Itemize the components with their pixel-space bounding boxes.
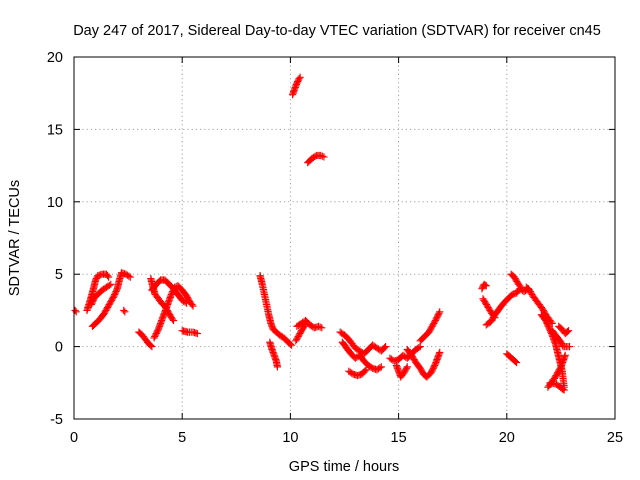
data-point: [300, 322, 309, 330]
data-point: [561, 351, 569, 359]
data-point: [565, 343, 574, 351]
data-point: [148, 343, 156, 351]
x-tick-label: 15: [391, 430, 407, 446]
data-point: [318, 324, 326, 332]
y-tick-label: 20: [47, 50, 63, 66]
data-point: [317, 151, 325, 160]
data-point: [107, 280, 115, 288]
data-point: [403, 363, 411, 371]
data-point: [105, 273, 113, 281]
data-point: [301, 321, 310, 329]
data-points: [71, 73, 574, 394]
data-point: [436, 308, 444, 316]
data-point: [71, 306, 79, 314]
data-point: [287, 341, 296, 349]
data-point: [511, 357, 520, 366]
data-point: [295, 75, 303, 83]
data-point: [482, 282, 490, 290]
data-point: [103, 272, 112, 280]
x-tick-label: 5: [178, 430, 186, 446]
data-point: [377, 363, 385, 371]
data-point: [125, 272, 133, 280]
data-point: [320, 153, 328, 161]
y-tick-labels: -5 0 5 10 15 20: [47, 50, 63, 428]
data-point: [564, 327, 573, 335]
y-tick-label: 5: [55, 267, 63, 283]
data-point: [512, 358, 521, 367]
data-point: [169, 316, 178, 325]
y-tick-label: 0: [55, 340, 63, 356]
data-point: [121, 308, 129, 316]
data-point: [296, 73, 304, 81]
data-point: [318, 152, 326, 160]
y-tick-label: -5: [50, 412, 63, 428]
grid-lines: [74, 57, 615, 419]
data-point: [193, 329, 201, 338]
data-point: [168, 315, 177, 323]
data-point: [435, 309, 443, 317]
axis-ticks: [73, 56, 616, 420]
data-point: [516, 282, 524, 290]
data-point: [382, 343, 390, 351]
x-tick-label: 25: [607, 430, 623, 446]
x-tick-label: 0: [70, 430, 78, 446]
data-point: [559, 385, 567, 393]
data-point: [120, 306, 128, 314]
data-point: [563, 328, 571, 336]
y-axis-label: SDTVAR / TECUs: [7, 180, 23, 296]
data-point: [181, 298, 189, 306]
y-tick-label: 10: [47, 195, 63, 211]
data-point: [415, 343, 423, 352]
plot-frame: [73, 56, 616, 420]
data-point: [362, 366, 370, 374]
data-point: [273, 363, 282, 371]
data-point: [402, 364, 411, 372]
data-point: [481, 281, 489, 289]
y-tick-label: 15: [47, 122, 63, 138]
x-tick-label: 10: [282, 430, 298, 446]
data-point: [376, 364, 384, 372]
data-point: [436, 348, 444, 356]
x-tick-label: 20: [499, 430, 515, 446]
data-point: [560, 386, 568, 394]
data-point: [316, 323, 324, 331]
x-tick-labels: 0 5 10 15 20 25: [70, 430, 623, 446]
data-point: [361, 367, 369, 375]
data-point: [188, 301, 196, 309]
data-point: [105, 281, 113, 289]
data-point: [182, 299, 191, 307]
chart-title: Day 247 of 2017, Sidereal Day-to-day VTE…: [73, 23, 601, 39]
data-point: [147, 342, 155, 350]
data-point: [286, 340, 294, 348]
x-axis-label: GPS time / hours: [289, 459, 399, 475]
data-point: [314, 322, 323, 330]
data-point: [126, 273, 134, 281]
data-point: [189, 302, 197, 310]
data-point: [380, 344, 389, 352]
